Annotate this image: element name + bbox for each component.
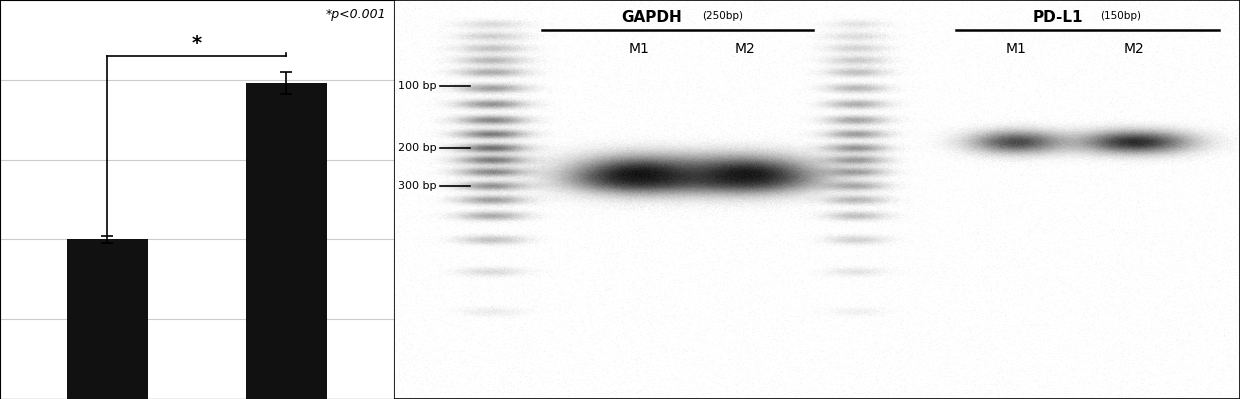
Text: 100 bp: 100 bp xyxy=(398,81,436,91)
Text: M1: M1 xyxy=(629,42,650,56)
Text: 300 bp: 300 bp xyxy=(398,180,436,191)
Text: GAPDH: GAPDH xyxy=(621,10,682,25)
Text: M2: M2 xyxy=(734,42,755,56)
Text: 200 bp: 200 bp xyxy=(398,142,436,153)
Bar xyxy=(67,239,148,399)
Text: M1: M1 xyxy=(1006,42,1027,56)
Text: *p<0.001: *p<0.001 xyxy=(325,8,386,21)
Text: M2: M2 xyxy=(1123,42,1145,56)
Text: (150bp): (150bp) xyxy=(1100,11,1141,21)
Text: (250bp): (250bp) xyxy=(703,11,744,21)
Text: *: * xyxy=(192,34,202,53)
Text: PD-L1: PD-L1 xyxy=(1033,10,1084,25)
Bar xyxy=(246,83,326,399)
